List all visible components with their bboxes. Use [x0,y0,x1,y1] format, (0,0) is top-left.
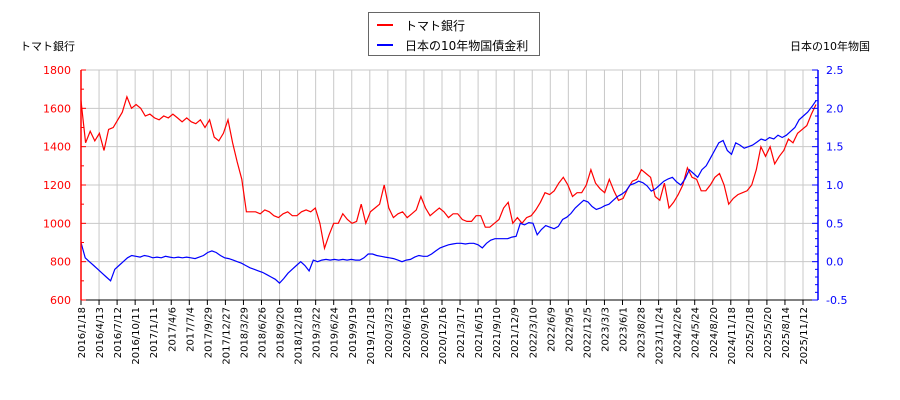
x-tick-label: 2022/3/10 [528,307,539,358]
x-tick-label: 2021/9/10 [492,307,503,358]
x-tick-label: 2022/12/5 [582,307,593,358]
x-tick-label: 2017/7/4 [185,307,196,352]
y-tick-label-left: 1400 [43,141,71,154]
x-tick-label: 2024/2/26 [673,307,684,358]
x-tick-label: 2021/12/9 [510,307,521,358]
x-tick-label: 2018/3/29 [239,307,250,358]
x-tick-label: 2016/1/18 [77,307,88,358]
x-tick-label: 2016/4/13 [95,307,106,358]
legend-item-tomato-bank: トマト銀行 [377,16,465,34]
x-tick-label: 2022/6/9 [546,307,557,352]
x-tick-label: 2017/9/29 [203,307,214,358]
x-tick-label: 2023/3/3 [600,307,611,352]
x-tick-label: 2023/8/28 [637,307,648,358]
x-tick-label: 2017/4/6 [167,307,178,352]
x-tick-label: 2025/5/20 [763,307,774,358]
x-tick-label: 2024/11/18 [727,307,738,365]
x-tick-label: 2023/6/1 [619,307,630,352]
legend-label: トマト銀行 [405,18,466,33]
x-tick-label: 2017/12/27 [221,307,232,365]
x-tick-label: 2018/6/26 [258,307,269,358]
left-axis-title: トマト銀行 [20,40,75,53]
x-tick-label: 2019/6/24 [330,307,341,358]
y-tick-label-left: 1800 [43,64,71,77]
series-line [80,94,817,251]
legend-label: 日本の10年物国債金利 [405,38,529,53]
legend: トマト銀行 日本の10年物国債金利 [368,12,540,56]
x-tick-label: 2023/11/24 [655,307,666,365]
x-tick-label: 2025/2/18 [745,307,756,358]
y-tick-label-left: 1200 [43,179,71,192]
x-tick-label: 2018/12/18 [294,307,305,365]
right-axis-title: 日本の10年物国 [790,40,870,53]
x-tick-label: 2021/3/17 [456,307,467,358]
x-tick-label: 2021/6/15 [474,307,485,358]
x-tick-label: 2016/10/11 [131,307,142,365]
x-tick-label: 2016/7/12 [113,307,124,358]
x-tick-label: 2020/3/23 [384,307,395,358]
y-tick-label-right: -0.5 [826,294,847,307]
y-tick-label-right: 0.5 [826,217,844,230]
x-tick-label: 2025/8/14 [781,307,792,358]
x-tick-label: 2020/6/19 [402,307,413,358]
y-tick-label-right: 0.0 [826,256,844,269]
x-tick-label: 2022/9/5 [564,307,575,352]
x-tick-label: 2024/8/20 [709,307,720,358]
y-tick-label-left: 600 [50,294,71,307]
x-tick-label: 2019/9/19 [348,307,359,358]
series-line [80,100,817,284]
legend-swatch-red [377,24,393,26]
x-tick-label: 2019/3/22 [312,307,323,358]
y-tick-label-right: 2.0 [826,102,844,115]
legend-swatch-blue [377,44,393,46]
y-tick-label-left: 800 [50,256,71,269]
y-tick-label-right: 1.0 [826,179,844,192]
x-tick-label: 2017/1/11 [149,307,160,358]
x-tick-label: 2024/5/24 [691,307,702,358]
y-tick-label-left: 1600 [43,102,71,115]
x-tick-label: 2025/11/12 [799,307,810,365]
x-tick-label: 2020/12/16 [438,307,449,365]
x-tick-label: 2020/9/16 [420,307,431,358]
x-tick-label: 2018/9/20 [276,307,287,358]
y-tick-label-left: 1000 [43,217,71,230]
y-tick-label-right: 2.5 [826,64,844,77]
y-tick-label-right: 1.5 [826,141,844,154]
legend-item-jgb-10y: 日本の10年物国債金利 [377,36,528,54]
x-tick-label: 2019/12/18 [366,307,377,365]
